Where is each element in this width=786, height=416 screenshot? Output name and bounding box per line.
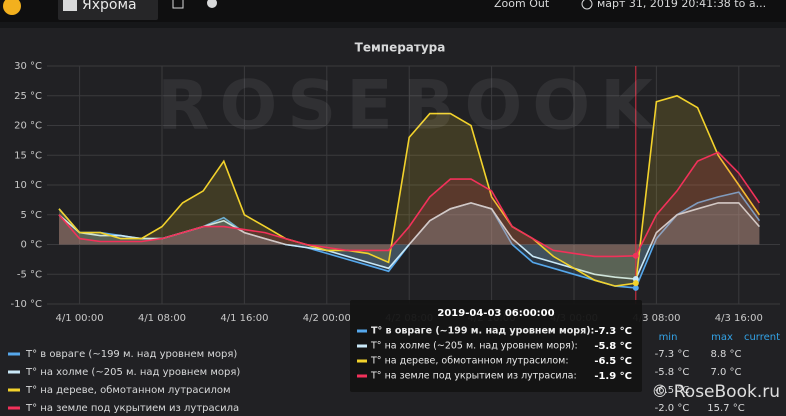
tooltip-box (350, 300, 642, 392)
legend-name: T° в овраге (~199 м. над уровнем моря) (25, 349, 237, 360)
tooltip-value: -7.3 °C (594, 326, 632, 337)
hover-point (632, 280, 639, 287)
tooltip-swatch (357, 344, 367, 348)
share-icon[interactable] (172, 0, 184, 9)
tooltip-value: -5.8 °C (594, 341, 632, 352)
dashboard-picker[interactable] (58, 0, 158, 20)
tooltip-value: -6.5 °C (594, 356, 632, 367)
x-tick-label: 4/3 08:00 (632, 313, 680, 324)
hover-point (632, 284, 639, 291)
legend-swatch (8, 352, 20, 356)
series-area (59, 152, 760, 257)
series-area (59, 202, 760, 279)
watermark-site: © RoseBook.ru (651, 382, 780, 402)
legend-header: current (744, 332, 780, 343)
legend-max: 7.0 °C (710, 367, 741, 378)
tooltip-name: T° в овраге (~199 м. над уровнем моря): (371, 326, 594, 337)
tooltip-swatch (357, 329, 367, 333)
y-tick-label: 30 °C (14, 61, 42, 72)
hover-point (632, 276, 639, 283)
y-tick-label: 10 °C (14, 180, 42, 191)
legend-min: -2.0 °C (655, 403, 690, 414)
tooltip-time: 2019-04-03 06:00:00 (437, 308, 554, 319)
tooltip-name: T° на холме (~205 м. над уровнем моря): (370, 341, 578, 352)
series-area (59, 95, 760, 287)
legend-min: -5.8 °C (655, 367, 690, 378)
y-tick-label: -10 °C (11, 299, 43, 310)
x-tick-label: 4/1 00:00 (56, 313, 104, 324)
time-range[interactable]: март 31, 2019 20:41:38 to a... (597, 0, 766, 10)
x-tick-label: 4/2 00:00 (303, 313, 351, 324)
y-tick-label: 0 °C (20, 240, 42, 251)
x-tick-label: 4/1 08:00 (138, 313, 186, 324)
series-line (58, 94, 761, 287)
legend-header: min (659, 332, 678, 343)
clock-icon (581, 0, 593, 10)
legend-min: -7.3 °C (655, 349, 690, 360)
legend-swatch (8, 406, 20, 410)
settings-icon[interactable] (207, 0, 217, 8)
legend-swatch (8, 370, 20, 374)
tooltip: 2019-04-03 06:00:00 T° в овраге (~199 м. … (350, 300, 642, 392)
legend-name: T° на земле под укрытием из лутрасила (25, 403, 239, 414)
legend: min max current T° в овраге (~199 м. над ур… (8, 332, 780, 414)
tooltip-name: T° на дереве, обмотанном лутрасилом: (370, 356, 569, 367)
series-line (58, 151, 761, 258)
tooltip-swatch (357, 374, 367, 378)
series-area (59, 192, 760, 288)
toolbar (0, 0, 786, 22)
tooltip-value: -1.9 °C (594, 371, 632, 382)
x-tick-label: 4/3 16:00 (715, 313, 763, 324)
tooltip-name: T° на земле под укрытием из лутрасила: (370, 371, 577, 382)
y-tick-label: 15 °C (14, 150, 42, 161)
hover-point (632, 252, 639, 259)
y-tick-label: 5 °C (20, 210, 42, 221)
legend-header: max (711, 332, 733, 343)
grid-icon (63, 0, 77, 11)
y-tick-label: 20 °C (14, 121, 42, 132)
legend-max: 8.8 °C (710, 349, 741, 360)
legend-name: T° на дереве, обмотанном лутрасилом (25, 385, 231, 396)
zoom-out[interactable]: Zoom Out (494, 0, 550, 10)
chart-title: Температура (355, 41, 446, 55)
tooltip-swatch (357, 359, 367, 363)
legend-min: -6.5 °C (655, 385, 690, 396)
y-tick-label: 25 °C (14, 91, 42, 102)
legend-swatch (8, 388, 20, 392)
legend-max: 15.7 °C (707, 403, 744, 414)
y-tick-label: -5 °C (17, 269, 42, 280)
dashboard-name[interactable]: Яхрома (82, 0, 137, 13)
grafana-logo[interactable] (3, 0, 21, 15)
watermark: ROSEBOOK (157, 67, 663, 146)
x-tick-label: 4/1 16:00 (220, 313, 268, 324)
legend-name: T° на холме (~205 м. над уровнем моря) (25, 367, 240, 378)
